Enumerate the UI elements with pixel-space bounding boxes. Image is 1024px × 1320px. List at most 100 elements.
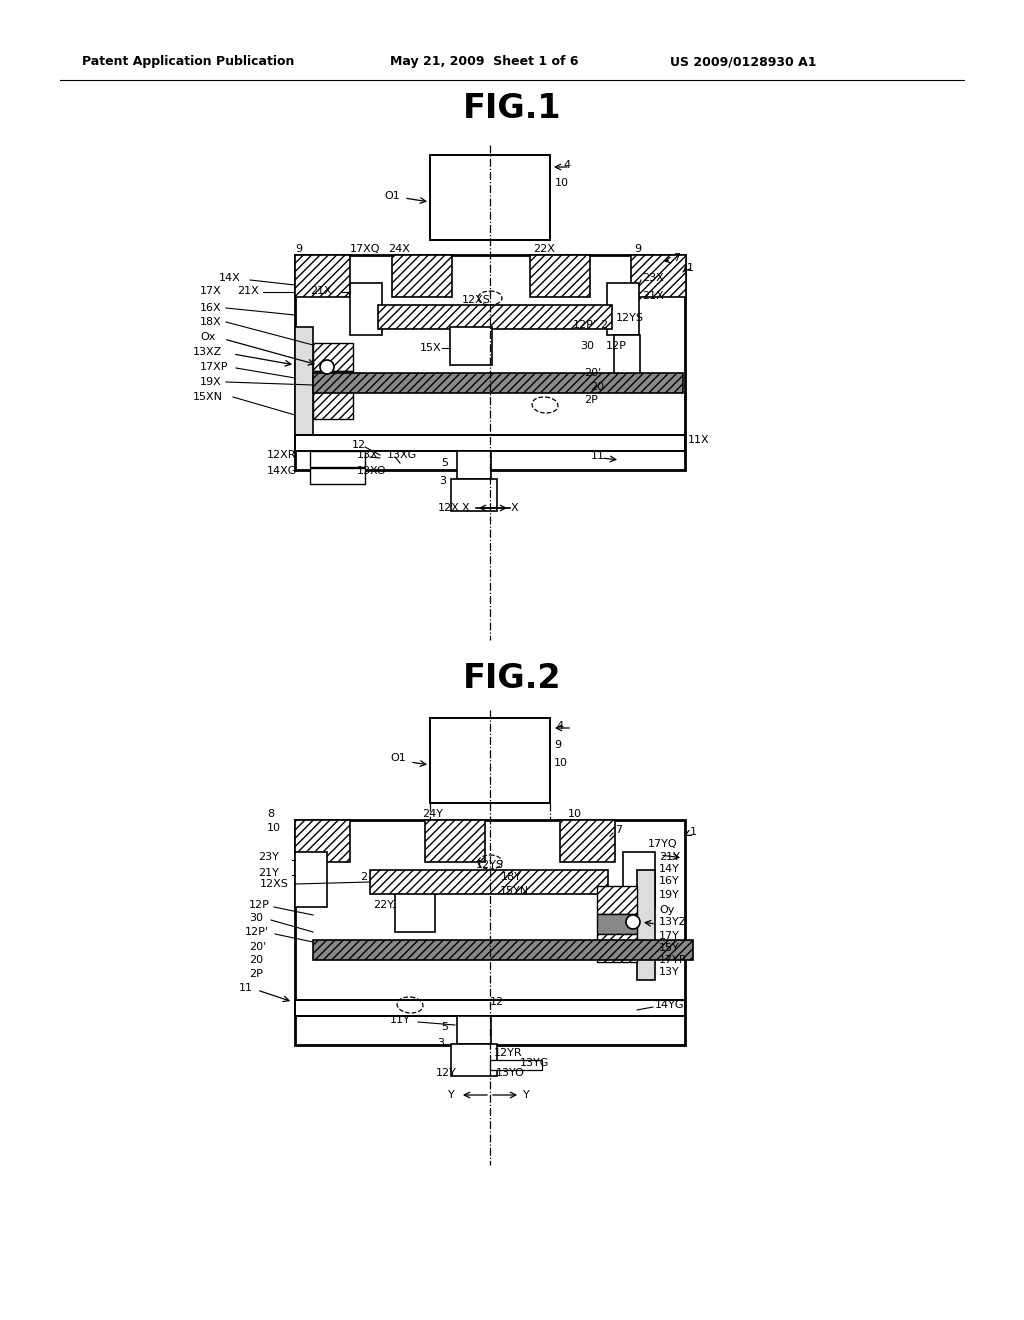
Bar: [295, 851, 327, 907]
Text: FIG.1: FIG.1: [463, 91, 561, 124]
Text: 12X: 12X: [438, 503, 460, 513]
Bar: [457, 451, 490, 479]
Text: 13X: 13X: [357, 450, 379, 459]
Text: 3: 3: [437, 1038, 444, 1048]
Text: 21X: 21X: [310, 286, 332, 296]
Text: 2P: 2P: [249, 969, 263, 979]
Text: 12XR: 12XR: [267, 450, 297, 459]
Text: May 21, 2009  Sheet 1 of 6: May 21, 2009 Sheet 1 of 6: [390, 55, 579, 69]
Text: O1: O1: [390, 752, 406, 763]
Circle shape: [626, 915, 640, 929]
Text: 13YZ: 13YZ: [659, 917, 687, 927]
Text: 11Y: 11Y: [390, 1015, 411, 1026]
Text: 13XZ: 13XZ: [193, 347, 222, 356]
Bar: [623, 851, 655, 907]
Text: 10: 10: [568, 809, 582, 818]
Bar: [310, 469, 365, 484]
Text: 15YN: 15YN: [500, 886, 529, 896]
Bar: [295, 820, 350, 862]
Text: O1: O1: [384, 191, 399, 201]
Text: 13XO: 13XO: [357, 466, 387, 477]
Text: 11: 11: [239, 983, 253, 993]
Bar: [295, 820, 685, 1045]
Text: 4: 4: [563, 160, 570, 170]
Text: 12XS: 12XS: [260, 879, 289, 888]
Text: Y: Y: [449, 1090, 455, 1100]
Bar: [530, 255, 590, 297]
Bar: [614, 335, 640, 387]
Text: X: X: [511, 503, 518, 513]
Text: 19X: 19X: [200, 378, 222, 387]
Text: 15X: 15X: [420, 343, 441, 352]
Text: 30: 30: [580, 341, 594, 351]
Text: 17Y: 17Y: [659, 931, 680, 941]
Text: 24X: 24X: [388, 244, 410, 253]
Text: 2: 2: [600, 319, 607, 330]
Text: 12YS: 12YS: [616, 313, 644, 323]
Bar: [430, 154, 550, 240]
Text: 13XG: 13XG: [387, 450, 417, 459]
Bar: [637, 870, 655, 979]
Text: 23X: 23X: [642, 273, 664, 282]
Text: 14XG: 14XG: [267, 466, 297, 477]
Text: 12YS: 12YS: [476, 861, 504, 870]
Text: 5: 5: [441, 1022, 449, 1032]
Bar: [451, 1044, 497, 1076]
Text: 1: 1: [687, 263, 694, 273]
Text: Y: Y: [523, 1090, 529, 1100]
Text: Patent Application Publication: Patent Application Publication: [82, 55, 294, 69]
Text: 16X: 16X: [200, 304, 221, 313]
Text: 17X: 17X: [200, 286, 222, 296]
Text: 12P: 12P: [249, 900, 270, 909]
Bar: [295, 327, 313, 436]
Bar: [607, 282, 639, 335]
Text: 3: 3: [439, 477, 446, 486]
Text: 17YQ: 17YQ: [648, 840, 678, 849]
Text: 11: 11: [591, 451, 605, 461]
Text: 14YG: 14YG: [655, 1001, 684, 1010]
Text: 16Y: 16Y: [659, 876, 680, 886]
Bar: [457, 1016, 490, 1044]
Text: 21X: 21X: [642, 290, 664, 301]
Text: 30: 30: [249, 913, 263, 923]
Text: 23Y: 23Y: [258, 851, 279, 862]
Bar: [295, 1001, 685, 1016]
Bar: [313, 371, 353, 391]
Bar: [392, 255, 452, 297]
Bar: [295, 255, 685, 470]
Text: 17XP: 17XP: [200, 362, 228, 372]
Text: 14X: 14X: [219, 273, 241, 282]
Bar: [450, 327, 492, 366]
Text: 14Y: 14Y: [659, 865, 680, 874]
Text: 12XS: 12XS: [462, 294, 490, 305]
Text: 9: 9: [295, 244, 302, 253]
Bar: [597, 886, 637, 913]
Bar: [313, 343, 353, 371]
Text: 21Y: 21Y: [258, 869, 279, 878]
Text: 9: 9: [554, 741, 561, 750]
Bar: [631, 255, 686, 297]
Bar: [313, 374, 683, 393]
Text: 18Y: 18Y: [501, 873, 522, 882]
Text: 24Y: 24Y: [422, 809, 443, 818]
Text: 4: 4: [556, 721, 563, 731]
Text: 18X: 18X: [200, 317, 222, 327]
Text: X: X: [462, 503, 470, 513]
Text: 2: 2: [360, 873, 368, 882]
Bar: [560, 820, 615, 862]
Text: Oy: Oy: [659, 906, 675, 915]
Bar: [313, 940, 693, 960]
Text: 13YO: 13YO: [496, 1068, 525, 1078]
Text: 10: 10: [555, 178, 569, 187]
Text: 20': 20': [249, 942, 266, 952]
Circle shape: [319, 360, 334, 374]
Text: 7: 7: [615, 825, 623, 836]
Bar: [425, 820, 485, 862]
Bar: [295, 255, 350, 297]
Bar: [313, 391, 353, 418]
Text: 20: 20: [249, 954, 263, 965]
Text: 12P: 12P: [606, 341, 627, 351]
Bar: [490, 1060, 542, 1071]
Text: 9: 9: [634, 244, 641, 253]
Text: 10: 10: [554, 758, 568, 768]
